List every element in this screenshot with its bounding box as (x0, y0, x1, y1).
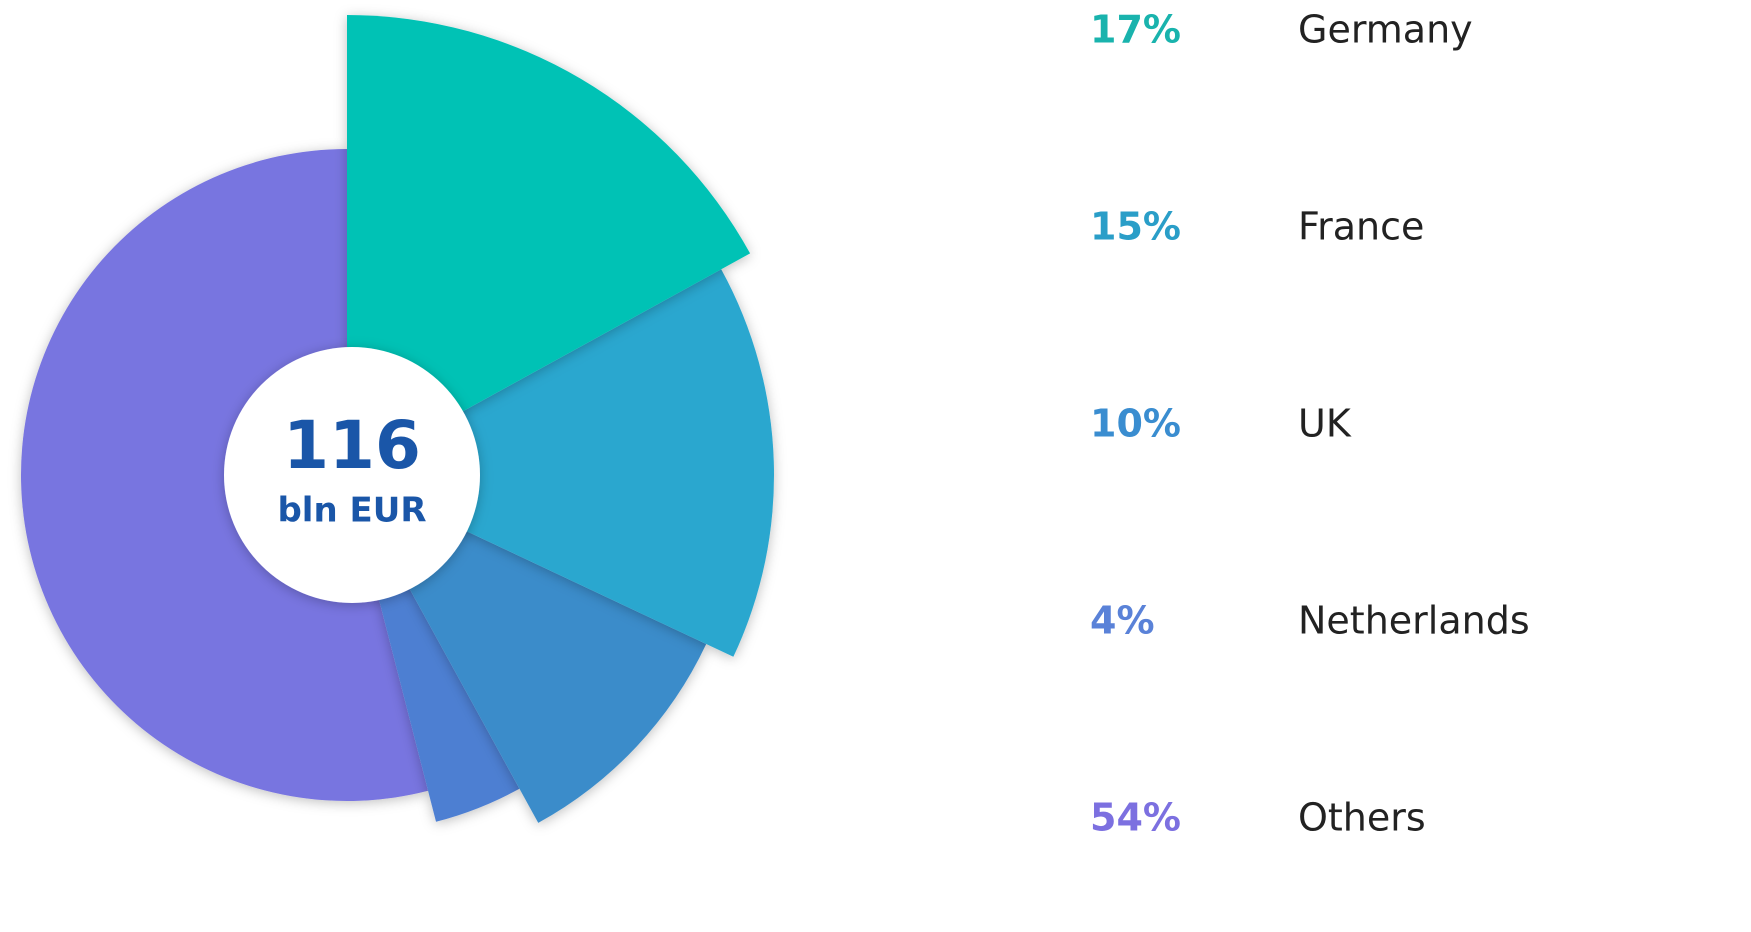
slice (347, 15, 751, 475)
legend: 17% Germany 15% France 10% UK 4% Netherlands 54%… (1090, 8, 1530, 840)
legend-value: 10% (1090, 402, 1181, 446)
legend-label: UK (1298, 402, 1352, 446)
legend-label: Others (1298, 796, 1426, 840)
legend-label: France (1298, 205, 1424, 249)
legend-value: 17% (1090, 8, 1181, 52)
legend-value: 15% (1090, 205, 1181, 249)
legend-value: 54% (1090, 796, 1181, 840)
center-unit: bln EUR (277, 491, 426, 531)
legend-label: Germany (1298, 8, 1473, 52)
legend-value: 4% (1090, 599, 1155, 643)
center-total: 116 (283, 407, 421, 484)
slice (347, 269, 774, 657)
center-circle (224, 347, 480, 603)
legend-label: Netherlands (1298, 599, 1530, 643)
